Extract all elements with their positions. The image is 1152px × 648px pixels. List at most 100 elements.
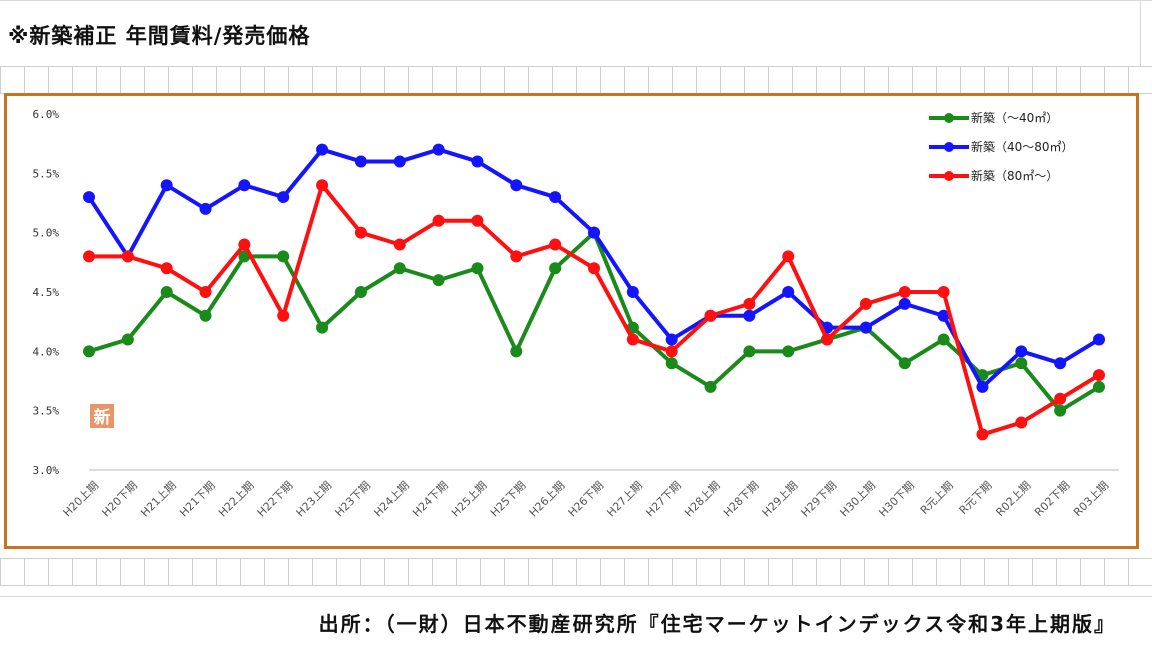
- data-point: [238, 179, 251, 192]
- data-point: [432, 143, 445, 156]
- sheet-gridline: [0, 596, 1152, 597]
- data-point: [199, 202, 212, 215]
- legend: 新築（～40㎡） 新築（40～80㎡） 新築（80㎡～）: [929, 110, 1074, 183]
- legend-swatch-marker: [944, 171, 954, 181]
- legend-swatch-marker: [944, 142, 954, 152]
- data-point: [898, 297, 911, 310]
- data-point: [665, 345, 678, 358]
- y-tick-label: 4.0%: [33, 345, 60, 358]
- x-tick-label: R02上期: [993, 479, 1033, 519]
- legend-swatch-marker: [944, 113, 954, 123]
- data-point: [665, 333, 678, 346]
- x-tick-label: H23下期: [333, 479, 374, 520]
- x-tick-label: H24上期: [371, 479, 412, 520]
- x-tick-label: R02下期: [1032, 479, 1072, 519]
- x-tick-label: H21下期: [177, 479, 218, 520]
- data-point: [937, 309, 950, 322]
- data-point: [898, 286, 911, 298]
- data-point: [588, 226, 600, 239]
- data-point: [859, 297, 872, 310]
- series-1: [83, 226, 1105, 417]
- x-tick-label: H27下期: [643, 479, 684, 520]
- x-tick-label: R元下期: [957, 479, 995, 517]
- x-tick-label: H26下期: [566, 479, 607, 520]
- y-tick-label: 6.0%: [33, 108, 60, 121]
- y-tick-label: 5.5%: [33, 167, 60, 180]
- x-tick-label: H22下期: [255, 479, 296, 520]
- sheet-grid-row: [0, 66, 1152, 94]
- data-point: [1015, 345, 1028, 358]
- badge-new: 新: [90, 404, 114, 428]
- x-axis: H20上期H20下期H21上期H21下期H22上期H22下期H23上期H23下期…: [61, 479, 1112, 520]
- data-point: [782, 286, 795, 298]
- data-point: [121, 333, 134, 346]
- data-point: [510, 345, 523, 358]
- legend-label: 新築（～40㎡）: [971, 110, 1058, 125]
- source-citation: 出所：（一財）日本不動産研究所『住宅マーケットインデックス令和3年上期版』: [318, 612, 1116, 636]
- x-tick-label: R元上期: [918, 479, 956, 517]
- data-point: [393, 262, 406, 275]
- data-point: [510, 250, 523, 263]
- sheet-gridline: [1140, 0, 1141, 66]
- data-point: [976, 428, 989, 441]
- badge-label: 新: [94, 407, 111, 428]
- data-point: [1093, 380, 1105, 393]
- data-point: [160, 179, 173, 192]
- data-point: [393, 155, 406, 168]
- data-point: [549, 238, 562, 251]
- data-point: [510, 179, 523, 192]
- x-tick-label: H29下期: [799, 479, 840, 520]
- x-tick-label: H25下期: [488, 479, 529, 520]
- data-point: [743, 345, 756, 358]
- data-point: [626, 333, 639, 346]
- y-tick-label: 5.0%: [33, 227, 60, 240]
- data-point: [1015, 357, 1028, 370]
- data-point: [277, 309, 290, 322]
- x-tick-label: H25上期: [449, 479, 490, 520]
- data-point: [859, 321, 872, 334]
- y-tick-label: 3.0%: [33, 464, 60, 477]
- data-point: [199, 286, 212, 298]
- data-point: [238, 238, 251, 251]
- data-point: [83, 345, 95, 358]
- data-point: [393, 238, 406, 251]
- data-point: [976, 380, 989, 393]
- line-chart: 3.0%3.5%4.0%4.5%5.0%5.5%6.0% H20上期H20下期H…: [33, 108, 1119, 520]
- y-tick-label: 3.5%: [33, 405, 60, 418]
- y-tick-label: 4.5%: [33, 286, 60, 299]
- x-tick-label: H21上期: [138, 479, 179, 520]
- data-point: [316, 179, 329, 192]
- data-point: [821, 333, 834, 346]
- data-point: [83, 191, 95, 204]
- sheet-grid-row: [0, 558, 1152, 586]
- data-point: [316, 143, 329, 156]
- data-point: [471, 155, 484, 168]
- data-point: [549, 191, 562, 204]
- x-tick-label: H30上期: [838, 479, 879, 520]
- legend-label: 新築（80㎡～）: [971, 168, 1058, 183]
- x-tick-label: H23上期: [294, 479, 335, 520]
- x-tick-label: H20下期: [99, 479, 140, 520]
- data-point: [277, 250, 290, 263]
- data-point: [471, 262, 484, 275]
- x-tick-label: H22上期: [216, 479, 257, 520]
- data-point: [199, 309, 212, 322]
- data-point: [160, 262, 173, 275]
- x-tick-label: H20上期: [61, 479, 102, 520]
- data-point: [354, 155, 367, 168]
- x-tick-label: R03上期: [1071, 479, 1111, 519]
- data-point: [121, 250, 134, 263]
- x-tick-label: H29上期: [760, 479, 801, 520]
- legend-entry: 新築（40～80㎡）: [929, 139, 1074, 154]
- data-point: [1054, 392, 1067, 405]
- data-point: [626, 286, 639, 298]
- data-point: [588, 262, 600, 275]
- series-3: [83, 179, 1105, 441]
- data-point: [1054, 357, 1067, 370]
- data-point: [160, 286, 173, 298]
- data-point: [743, 309, 756, 322]
- data-point: [316, 321, 329, 334]
- data-point: [898, 357, 911, 370]
- legend-entry: 新築（～40㎡）: [929, 110, 1058, 125]
- data-point: [1015, 416, 1028, 429]
